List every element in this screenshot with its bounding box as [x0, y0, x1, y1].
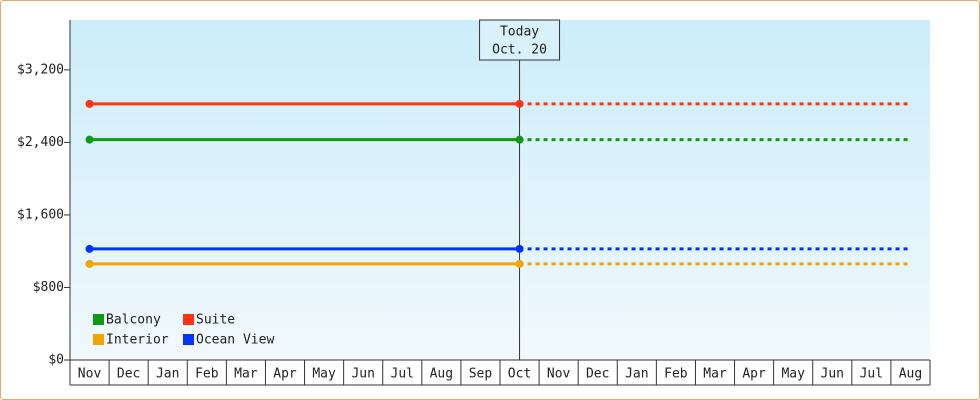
x-tick-label: Mar: [703, 367, 727, 382]
point: [85, 244, 94, 253]
legend-label: Ocean View: [196, 333, 274, 348]
x-tick-label: Jun: [821, 367, 844, 382]
x-tick-label: Jul: [391, 367, 414, 382]
y-tick-label: $2,400: [17, 135, 64, 150]
point: [85, 99, 94, 108]
y-tick-label: $1,600: [17, 207, 64, 222]
x-tick-label: Dec: [586, 367, 609, 382]
today-box: [479, 19, 561, 61]
x-tick-label: Mar: [234, 367, 258, 382]
today-label: Today: [500, 25, 539, 40]
legend-swatch: [183, 314, 194, 325]
x-tick-label: Jul: [860, 367, 883, 382]
x-tick-label: Aug: [430, 367, 453, 382]
point: [515, 259, 524, 268]
legend-label: Balcony: [106, 313, 161, 328]
x-tick-label: May: [781, 367, 805, 382]
x-tick-label: Nov: [78, 367, 102, 382]
plot-area: [70, 20, 930, 360]
x-tick-label: Dec: [117, 367, 140, 382]
x-tick-label: Oct: [508, 367, 531, 382]
x-tick-label: Sep: [469, 367, 493, 382]
x-tick-label: Apr: [273, 367, 297, 382]
y-tick-label: $0: [48, 353, 64, 368]
legend-swatch: [93, 314, 104, 325]
x-tick-label: Apr: [742, 367, 766, 382]
x-tick-label: Feb: [664, 367, 688, 382]
point: [515, 135, 524, 144]
x-tick-label: May: [312, 367, 336, 382]
x-tick-label: Aug: [899, 367, 922, 382]
today-date: Oct. 20: [492, 43, 547, 58]
x-tick-label: Jan: [625, 367, 648, 382]
x-tick-label: Jun: [351, 367, 374, 382]
y-tick-label: $3,200: [17, 62, 64, 77]
point: [515, 244, 524, 253]
point: [515, 99, 524, 108]
x-tick-label: Feb: [195, 367, 219, 382]
legend-swatch: [183, 334, 194, 345]
legend-swatch: [93, 334, 104, 345]
point: [85, 259, 94, 268]
legend-label: Suite: [196, 313, 235, 328]
point: [85, 135, 94, 144]
x-tick-label: Nov: [547, 367, 571, 382]
x-tick-label: Jan: [156, 367, 179, 382]
legend-label: Interior: [106, 333, 169, 348]
y-tick-label: $800: [33, 280, 64, 295]
